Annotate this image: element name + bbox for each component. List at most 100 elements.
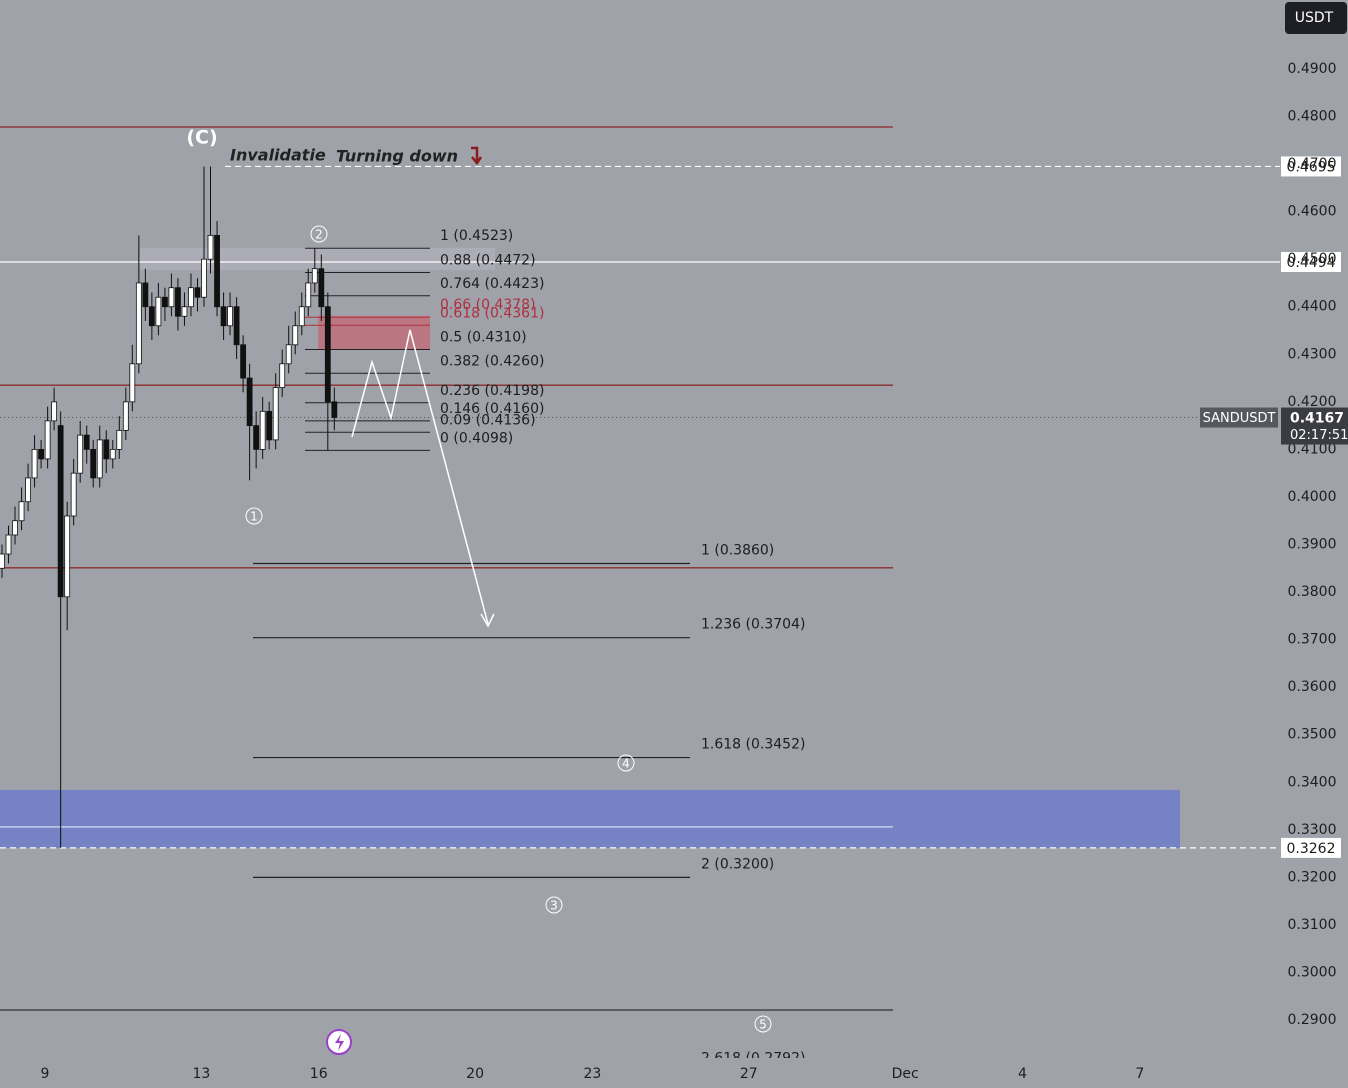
y-tick-label: 0.4500 <box>1288 251 1337 267</box>
wave-2: 2 <box>310 225 328 243</box>
price-label: 0.4695 <box>1287 159 1336 175</box>
x-tick-label: 27 <box>740 1066 758 1082</box>
candle-body <box>318 268 325 308</box>
event-icon[interactable] <box>326 1029 352 1055</box>
candle-body <box>227 306 233 327</box>
candle-body <box>96 439 103 479</box>
symbol-box <box>1200 407 1278 428</box>
arrow-head <box>480 613 495 628</box>
grey-zone <box>140 247 495 271</box>
candle-body <box>70 472 77 517</box>
fib-label: 0.5 (0.4310) <box>440 330 527 346</box>
candle-body <box>90 448 97 479</box>
price-box <box>1281 252 1341 273</box>
candle-body <box>0 553 5 569</box>
fib-label: 0.618 (0.4361) <box>440 305 544 321</box>
fib-label: 0.88 (0.4472) <box>440 252 536 268</box>
candle-body <box>57 425 64 598</box>
fib-label: 1 (0.3860) <box>701 543 774 559</box>
candle-body <box>38 448 44 460</box>
last-price: 0.4167 <box>1290 411 1344 427</box>
y-tick-label: 0.3200 <box>1288 869 1337 885</box>
x-tick-label: 7 <box>1135 1066 1144 1082</box>
wave-number: 4 <box>622 757 630 771</box>
fib-label: 0.09 (0.4136) <box>440 412 536 428</box>
candle-body <box>103 439 110 460</box>
wave-4: 4 <box>617 754 635 772</box>
wave-number: 5 <box>759 1018 767 1032</box>
candle-body <box>31 448 38 479</box>
wave-label: (C) <box>186 127 217 149</box>
candle-body <box>240 344 247 379</box>
candle-body <box>266 410 273 441</box>
candle-body <box>18 501 25 522</box>
wave-5: 5 <box>754 1015 772 1033</box>
x-tick-label: 23 <box>583 1066 601 1082</box>
y-tick-label: 0.3400 <box>1288 774 1337 790</box>
candle-body <box>77 434 84 474</box>
x-tick-label: 9 <box>41 1066 50 1082</box>
y-tick-label: 0.2900 <box>1288 1012 1337 1028</box>
down-icon <box>471 146 483 166</box>
candle-body <box>194 287 201 298</box>
y-tick-label: 0.4600 <box>1288 204 1337 220</box>
plot: 1 (0.4523) 0.88 (0.4472) 0.764 (0.4423) 0.6… <box>0 126 1280 1058</box>
candle-body <box>181 306 188 317</box>
candle-body <box>246 377 253 427</box>
candle-body <box>155 296 162 327</box>
candle-body <box>207 234 214 260</box>
y-tick-label: 0.4700 <box>1288 156 1337 172</box>
candle-body <box>253 425 260 450</box>
x-tick-label: 4 <box>1018 1066 1027 1082</box>
price-label: 0.3262 <box>1287 841 1336 857</box>
y-tick-label: 0.4300 <box>1288 346 1337 362</box>
candle-body <box>298 306 305 327</box>
candle-body <box>12 520 18 536</box>
candle-body <box>311 268 318 284</box>
price-box <box>1281 156 1341 177</box>
fib-label: 2 (0.3200) <box>701 856 774 872</box>
candle-body <box>142 282 149 308</box>
candle-body <box>162 296 168 308</box>
fib-label: 0.146 (0.4160) <box>440 401 544 417</box>
candle-body <box>214 234 220 308</box>
candle-body <box>44 420 51 460</box>
wave-number: 3 <box>550 899 558 913</box>
fib-label: 0.764 (0.4423) <box>440 276 544 292</box>
y-tick-label: 0.3100 <box>1288 917 1337 933</box>
annotation: Turning down <box>336 147 458 166</box>
y-tick-label: 0.3700 <box>1288 632 1337 648</box>
y-tick-label: 0.4900 <box>1288 61 1337 77</box>
projection-arrow <box>351 329 489 625</box>
candle-body <box>305 282 312 308</box>
candle-body <box>5 534 12 555</box>
currency-box[interactable] <box>1285 2 1347 34</box>
wave-1: 1 <box>245 507 263 525</box>
y-tick-label: 0.3000 <box>1288 964 1337 980</box>
fib-label: 1.618 (0.3452) <box>701 737 805 753</box>
candle-body <box>83 434 90 450</box>
candle-body <box>168 287 175 308</box>
wave-number: 1 <box>250 510 258 524</box>
annotation: Invalidatie <box>230 146 326 165</box>
wave-number: 2 <box>315 228 323 242</box>
candle-body <box>116 429 123 450</box>
fib-label: 1.236 (0.3704) <box>701 617 805 633</box>
candle-body <box>279 363 286 388</box>
y-tick-label: 0.3500 <box>1288 727 1337 743</box>
y-tick-label: 0.3600 <box>1288 679 1337 695</box>
candle-body <box>122 401 129 431</box>
candle-body <box>259 410 266 450</box>
candle-body <box>25 477 31 503</box>
wave-3: 3 <box>545 896 563 914</box>
currency: USDT <box>1295 10 1334 26</box>
fib-label: 0 (0.4098) <box>440 430 513 446</box>
fib-label: 1 (0.4523) <box>440 228 513 244</box>
y-tick-label: 0.4200 <box>1288 394 1337 410</box>
countdown: 02:17:51 <box>1290 428 1348 443</box>
candle-body <box>201 258 207 298</box>
candle-body <box>272 387 279 441</box>
candle-body <box>331 401 338 418</box>
candle-body <box>285 344 292 365</box>
candle-body <box>233 306 240 346</box>
